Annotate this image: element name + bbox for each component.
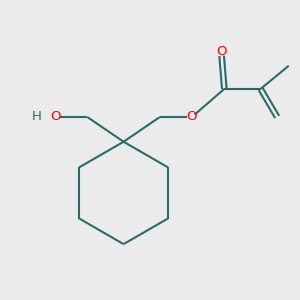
Text: O: O (216, 45, 227, 58)
Text: O: O (186, 110, 196, 124)
Text: O: O (51, 110, 61, 124)
Text: H: H (32, 110, 42, 124)
